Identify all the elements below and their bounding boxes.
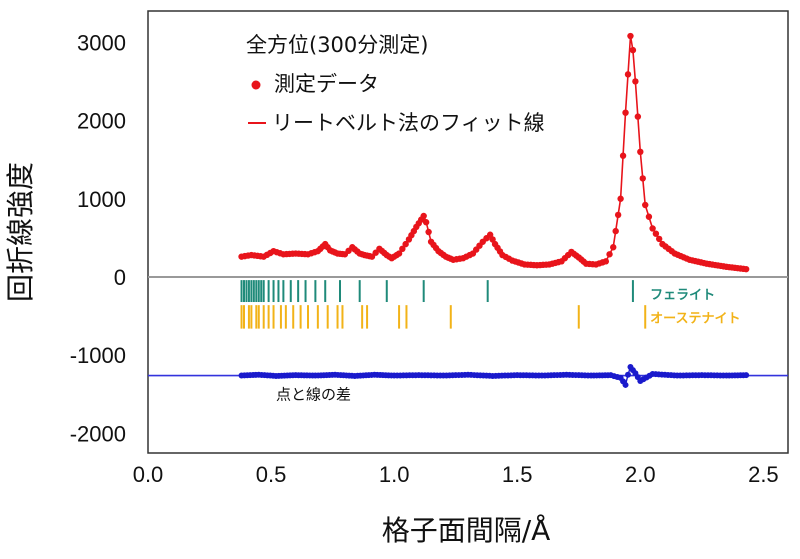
annotation-label: フェライト (650, 288, 715, 303)
measured-point (629, 46, 637, 54)
measured-point (627, 32, 634, 40)
measured-point (486, 231, 494, 238)
measured-point (425, 228, 432, 236)
measured-point (420, 212, 427, 220)
y-tick-label: -2000 (70, 421, 126, 446)
y-axis-ticks: 3000 2000 1000 0 -1000 -2000 (70, 30, 126, 446)
legend-title: 全方位(300分測定) (246, 33, 428, 57)
measured-point (402, 240, 409, 248)
legend-fit-label: リートベルト法のフィット線 (272, 111, 545, 135)
measured-point (622, 109, 629, 116)
measured-point (606, 251, 613, 258)
x-tick-label: 2.5 (748, 462, 779, 487)
measured-point (632, 78, 639, 85)
x-tick-label: 0.5 (256, 462, 287, 487)
fit-line (241, 35, 747, 270)
measured-point (617, 195, 624, 202)
annotation-label: オーステナイト (650, 312, 740, 327)
legend-measured-label: 測定データ (274, 72, 379, 96)
reflection-markers (240, 280, 647, 329)
x-tick-label: 2.0 (625, 462, 656, 487)
measured-point (612, 227, 619, 235)
measured-point (639, 175, 646, 182)
measured-point (619, 152, 627, 159)
data-series (238, 32, 750, 388)
y-tick-label: 0 (114, 265, 126, 290)
y-tick-label: 2000 (77, 109, 126, 134)
y-tick-label: 3000 (77, 30, 126, 55)
difference-point (622, 381, 629, 388)
measured-point (645, 213, 653, 220)
measured-point (642, 201, 649, 209)
measured-point (624, 71, 632, 78)
measured-point (614, 211, 622, 219)
x-tick-label: 1.5 (502, 462, 533, 487)
x-tick-label: 0.0 (133, 462, 164, 487)
measured-point (602, 258, 610, 265)
measured-point (489, 236, 496, 243)
x-tick-label: 1.0 (379, 462, 410, 487)
legend-measured-marker (251, 80, 261, 90)
y-axis-title: 回折線強度 (4, 162, 37, 302)
measured-point (422, 219, 430, 226)
difference-point (743, 372, 750, 379)
plot-frame (147, 10, 789, 454)
measured-point (399, 245, 406, 253)
measured-point (649, 225, 656, 232)
measured-point (655, 235, 663, 243)
difference-point (625, 371, 631, 378)
y-tick-label: 1000 (77, 187, 126, 212)
x-axis-ticks: 0.0 0.5 1.0 1.5 2.0 2.5 (133, 462, 779, 487)
measured-point (634, 113, 642, 120)
measured-point (395, 250, 403, 257)
legend: 全方位(300分測定) 測定データ リートベルト法のフィット線 (246, 33, 545, 135)
measured-point (652, 230, 660, 237)
annotation-label: 点と線の差 (276, 385, 351, 403)
x-axis-title: 格子面間隔/Å (382, 513, 551, 547)
measured-point (610, 244, 617, 251)
measured-point (742, 265, 750, 273)
y-tick-label: -1000 (70, 343, 126, 368)
measured-point (637, 148, 644, 156)
